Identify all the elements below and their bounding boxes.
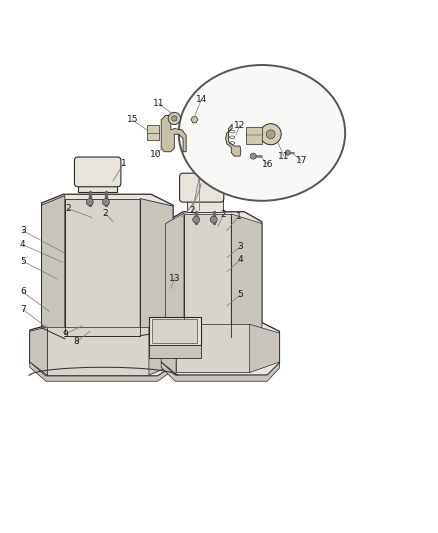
Polygon shape (149, 327, 177, 375)
Polygon shape (231, 214, 262, 339)
Text: 12: 12 (234, 121, 246, 130)
Polygon shape (149, 317, 201, 345)
Polygon shape (187, 197, 223, 212)
Polygon shape (149, 345, 201, 359)
Text: 11: 11 (153, 99, 164, 108)
Circle shape (86, 199, 93, 206)
Text: 10: 10 (150, 150, 161, 159)
Circle shape (210, 216, 217, 223)
Circle shape (193, 216, 200, 223)
Text: 1: 1 (120, 159, 127, 168)
Circle shape (102, 199, 110, 206)
Polygon shape (184, 214, 231, 339)
Text: 17: 17 (296, 156, 307, 165)
Circle shape (250, 153, 256, 159)
FancyBboxPatch shape (74, 157, 121, 187)
Circle shape (172, 116, 177, 121)
Polygon shape (166, 212, 262, 342)
Text: 9: 9 (62, 330, 68, 339)
Text: 2: 2 (65, 204, 71, 213)
Text: 5: 5 (20, 257, 26, 266)
Polygon shape (191, 117, 198, 123)
Polygon shape (152, 319, 197, 343)
Polygon shape (226, 124, 241, 156)
Text: 13: 13 (169, 274, 180, 283)
Text: 4: 4 (237, 255, 243, 264)
Text: 4: 4 (20, 240, 25, 249)
Polygon shape (166, 213, 184, 340)
Text: 16: 16 (262, 160, 274, 169)
Polygon shape (42, 196, 65, 339)
Polygon shape (140, 199, 173, 336)
Text: 8: 8 (74, 337, 80, 346)
Text: 1: 1 (236, 212, 242, 221)
Polygon shape (65, 199, 140, 336)
Polygon shape (176, 324, 250, 373)
Text: 11: 11 (278, 151, 290, 160)
Text: 3: 3 (20, 226, 26, 235)
Text: 3: 3 (237, 243, 243, 251)
Polygon shape (47, 327, 149, 375)
Text: 2: 2 (102, 208, 108, 217)
Text: 7: 7 (20, 305, 26, 314)
Polygon shape (250, 324, 279, 373)
Circle shape (285, 150, 290, 155)
Polygon shape (161, 322, 279, 375)
Circle shape (266, 130, 275, 139)
Text: 2: 2 (221, 211, 226, 219)
Polygon shape (42, 194, 173, 341)
Text: 2: 2 (189, 206, 194, 215)
Ellipse shape (179, 65, 345, 201)
Polygon shape (30, 327, 47, 375)
Polygon shape (161, 362, 279, 381)
Polygon shape (246, 127, 262, 144)
Text: 15: 15 (127, 115, 138, 124)
Polygon shape (161, 324, 176, 374)
Text: 6: 6 (20, 287, 26, 296)
Polygon shape (30, 326, 177, 376)
Text: 5: 5 (237, 290, 243, 300)
Text: 14: 14 (196, 95, 207, 104)
Circle shape (168, 112, 180, 125)
Polygon shape (161, 115, 186, 152)
Polygon shape (30, 362, 177, 381)
Polygon shape (78, 171, 117, 192)
Polygon shape (147, 125, 159, 140)
FancyBboxPatch shape (180, 173, 224, 202)
Circle shape (260, 124, 281, 145)
